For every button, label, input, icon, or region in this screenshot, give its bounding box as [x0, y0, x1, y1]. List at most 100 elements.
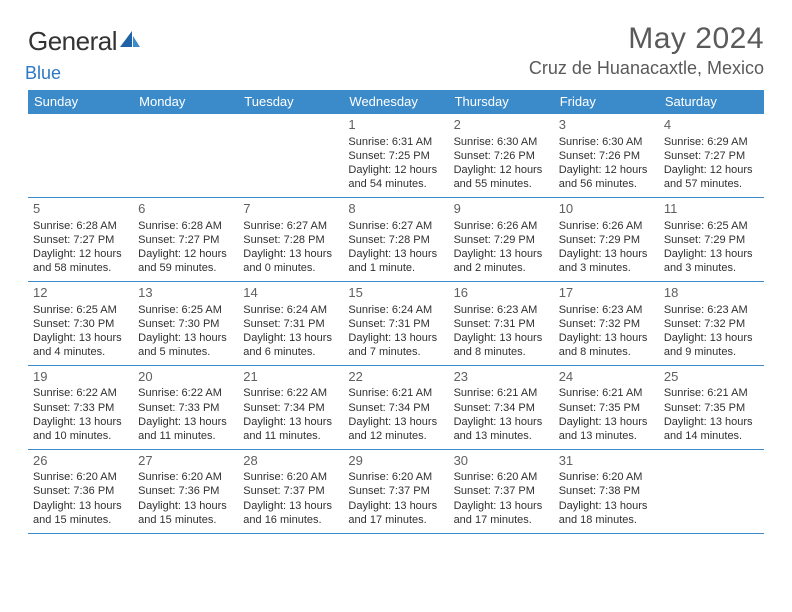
- sunset-text: Sunset: 7:36 PM: [138, 484, 233, 498]
- day-cell: 6Sunrise: 6:28 AMSunset: 7:27 PMDaylight…: [133, 198, 238, 281]
- daylight-text: and 6 minutes.: [243, 345, 338, 359]
- sunset-text: Sunset: 7:27 PM: [138, 233, 233, 247]
- day-cell: 8Sunrise: 6:27 AMSunset: 7:28 PMDaylight…: [343, 198, 448, 281]
- daylight-text: and 2 minutes.: [454, 261, 549, 275]
- day-number: 5: [33, 201, 128, 218]
- day-number: 27: [138, 453, 233, 470]
- sunrise-text: Sunrise: 6:26 AM: [559, 219, 654, 233]
- sunset-text: Sunset: 7:31 PM: [348, 317, 443, 331]
- dow-thursday: Thursday: [449, 90, 554, 114]
- day-cell: 16Sunrise: 6:23 AMSunset: 7:31 PMDayligh…: [449, 282, 554, 365]
- day-cell: 1Sunrise: 6:31 AMSunset: 7:25 PMDaylight…: [343, 114, 448, 197]
- day-cell: 28Sunrise: 6:20 AMSunset: 7:37 PMDayligh…: [238, 450, 343, 533]
- daylight-text: Daylight: 12 hours: [454, 163, 549, 177]
- dow-monday: Monday: [133, 90, 238, 114]
- daylight-text: and 8 minutes.: [559, 345, 654, 359]
- daylight-text: and 16 minutes.: [243, 513, 338, 527]
- daylight-text: Daylight: 13 hours: [454, 415, 549, 429]
- sunrise-text: Sunrise: 6:27 AM: [243, 219, 338, 233]
- daylight-text: and 3 minutes.: [664, 261, 759, 275]
- day-number: 1: [348, 117, 443, 134]
- sunrise-text: Sunrise: 6:21 AM: [348, 386, 443, 400]
- day-number: 17: [559, 285, 654, 302]
- sunrise-text: Sunrise: 6:25 AM: [33, 303, 128, 317]
- day-cell: 22Sunrise: 6:21 AMSunset: 7:34 PMDayligh…: [343, 366, 448, 449]
- sunset-text: Sunset: 7:29 PM: [664, 233, 759, 247]
- day-number: 18: [664, 285, 759, 302]
- daylight-text: Daylight: 13 hours: [243, 247, 338, 261]
- sunrise-text: Sunrise: 6:20 AM: [33, 470, 128, 484]
- sunrise-text: Sunrise: 6:26 AM: [454, 219, 549, 233]
- empty-cell: [133, 114, 238, 197]
- daylight-text: and 54 minutes.: [348, 177, 443, 191]
- daylight-text: Daylight: 13 hours: [33, 415, 128, 429]
- day-number: 23: [454, 369, 549, 386]
- sunset-text: Sunset: 7:34 PM: [454, 401, 549, 415]
- day-cell: 24Sunrise: 6:21 AMSunset: 7:35 PMDayligh…: [554, 366, 659, 449]
- sunset-text: Sunset: 7:30 PM: [33, 317, 128, 331]
- day-number: 26: [33, 453, 128, 470]
- day-cell: 23Sunrise: 6:21 AMSunset: 7:34 PMDayligh…: [449, 366, 554, 449]
- daylight-text: Daylight: 13 hours: [559, 247, 654, 261]
- sunrise-text: Sunrise: 6:21 AM: [559, 386, 654, 400]
- daylight-text: Daylight: 13 hours: [138, 415, 233, 429]
- daylight-text: and 11 minutes.: [243, 429, 338, 443]
- daylight-text: Daylight: 12 hours: [33, 247, 128, 261]
- sunset-text: Sunset: 7:33 PM: [138, 401, 233, 415]
- sunset-text: Sunset: 7:27 PM: [664, 149, 759, 163]
- sunrise-text: Sunrise: 6:20 AM: [138, 470, 233, 484]
- day-cell: 4Sunrise: 6:29 AMSunset: 7:27 PMDaylight…: [659, 114, 764, 197]
- daylight-text: and 12 minutes.: [348, 429, 443, 443]
- dow-tuesday: Tuesday: [238, 90, 343, 114]
- sunrise-text: Sunrise: 6:20 AM: [348, 470, 443, 484]
- weeks-container: 1Sunrise: 6:31 AMSunset: 7:25 PMDaylight…: [28, 114, 764, 534]
- sunset-text: Sunset: 7:34 PM: [243, 401, 338, 415]
- day-cell: 12Sunrise: 6:25 AMSunset: 7:30 PMDayligh…: [28, 282, 133, 365]
- daylight-text: Daylight: 13 hours: [454, 499, 549, 513]
- day-number: 13: [138, 285, 233, 302]
- day-cell: 15Sunrise: 6:24 AMSunset: 7:31 PMDayligh…: [343, 282, 448, 365]
- day-number: 29: [348, 453, 443, 470]
- sunset-text: Sunset: 7:25 PM: [348, 149, 443, 163]
- daylight-text: Daylight: 13 hours: [243, 331, 338, 345]
- daylight-text: Daylight: 13 hours: [454, 247, 549, 261]
- daylight-text: Daylight: 13 hours: [664, 247, 759, 261]
- daylight-text: and 4 minutes.: [33, 345, 128, 359]
- logo-text-general: General: [28, 26, 117, 56]
- day-number: 21: [243, 369, 338, 386]
- sunset-text: Sunset: 7:37 PM: [348, 484, 443, 498]
- daylight-text: and 5 minutes.: [138, 345, 233, 359]
- daylight-text: and 1 minute.: [348, 261, 443, 275]
- daylight-text: Daylight: 13 hours: [348, 499, 443, 513]
- sunrise-text: Sunrise: 6:24 AM: [348, 303, 443, 317]
- daylight-text: and 11 minutes.: [138, 429, 233, 443]
- day-number: 15: [348, 285, 443, 302]
- day-number: 20: [138, 369, 233, 386]
- logo: General Blue: [28, 22, 141, 84]
- daylight-text: and 59 minutes.: [138, 261, 233, 275]
- sunrise-text: Sunrise: 6:23 AM: [559, 303, 654, 317]
- daylight-text: and 7 minutes.: [348, 345, 443, 359]
- sunset-text: Sunset: 7:33 PM: [33, 401, 128, 415]
- day-number: 12: [33, 285, 128, 302]
- week-row: 12Sunrise: 6:25 AMSunset: 7:30 PM Dayligh…: [28, 282, 764, 366]
- daylight-text: Daylight: 13 hours: [664, 415, 759, 429]
- day-cell: 20Sunrise: 6:22 AMSunset: 7:33 PMDayligh…: [133, 366, 238, 449]
- daylight-text: and 9 minutes.: [664, 345, 759, 359]
- daylight-text: Daylight: 13 hours: [138, 331, 233, 345]
- sunrise-text: Sunrise: 6:20 AM: [559, 470, 654, 484]
- day-number: 11: [664, 201, 759, 218]
- day-number: 19: [33, 369, 128, 386]
- day-number: 8: [348, 201, 443, 218]
- header: General Blue May 2024 Cruz de Huanacaxtl…: [28, 22, 764, 84]
- daylight-text: and 17 minutes.: [348, 513, 443, 527]
- daylight-text: Daylight: 13 hours: [559, 331, 654, 345]
- daylight-text: and 17 minutes.: [454, 513, 549, 527]
- sunrise-text: Sunrise: 6:24 AM: [243, 303, 338, 317]
- day-cell: 21Sunrise: 6:22 AMSunset: 7:34 PMDayligh…: [238, 366, 343, 449]
- sunrise-text: Sunrise: 6:22 AM: [243, 386, 338, 400]
- day-cell: 7Sunrise: 6:27 AMSunset: 7:28 PMDaylight…: [238, 198, 343, 281]
- daylight-text: and 13 minutes.: [559, 429, 654, 443]
- sunrise-text: Sunrise: 6:21 AM: [454, 386, 549, 400]
- sunset-text: Sunset: 7:26 PM: [454, 149, 549, 163]
